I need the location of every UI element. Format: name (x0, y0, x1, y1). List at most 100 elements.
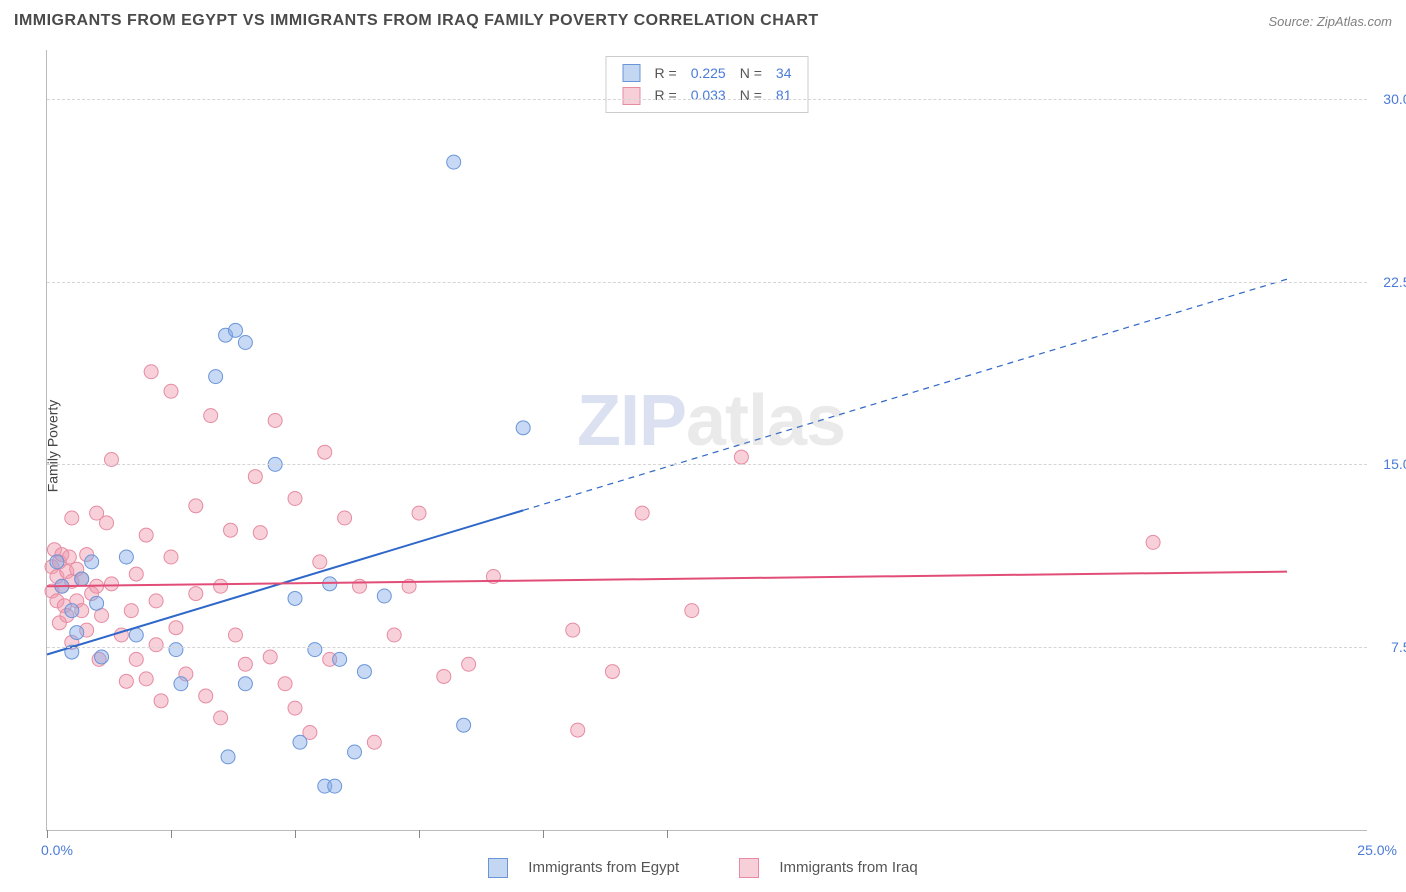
scatter-point (437, 669, 451, 683)
scatter-point (352, 579, 366, 593)
scatter-point (65, 604, 79, 618)
scatter-point (288, 591, 302, 605)
y-tick-label: 30.0% (1383, 91, 1406, 107)
scatter-point (50, 555, 64, 569)
x-tick (543, 830, 544, 838)
scatter-point (338, 511, 352, 525)
trend-line-dashed (523, 279, 1287, 510)
scatter-point (209, 370, 223, 384)
scatter-point (129, 567, 143, 581)
y-tick-label: 15.0% (1383, 456, 1406, 472)
scatter-point (124, 604, 138, 618)
scatter-point (149, 594, 163, 608)
scatter-point (199, 689, 213, 703)
scatter-point (189, 499, 203, 513)
bottom-legend: Immigrants from Egypt Immigrants from Ir… (0, 858, 1406, 878)
scatter-point (238, 336, 252, 350)
scatter-point (100, 516, 114, 530)
scatter-point (288, 701, 302, 715)
scatter-point (367, 735, 381, 749)
scatter-point (169, 643, 183, 657)
scatter-point (605, 665, 619, 679)
scatter-point (238, 657, 252, 671)
y-tick-label: 7.5% (1391, 639, 1406, 655)
legend-entry-egypt: Immigrants from Egypt (474, 859, 697, 876)
scatter-point (214, 579, 228, 593)
scatter-point (144, 365, 158, 379)
scatter-point (387, 628, 401, 642)
y-tick-label: 22.5% (1383, 274, 1406, 290)
plot-area: ZIPatlas R =0.225N =34R =0.033N =81 7.5%… (46, 50, 1367, 831)
scatter-point (214, 711, 228, 725)
scatter-point (174, 677, 188, 691)
scatter-point (377, 589, 391, 603)
scatter-point (129, 628, 143, 642)
scatter-point (95, 650, 109, 664)
scatter-point (278, 677, 292, 691)
scatter-point (139, 528, 153, 542)
x-tick (419, 830, 420, 838)
scatter-point (288, 492, 302, 506)
scatter-point (85, 555, 99, 569)
scatter-point (224, 523, 238, 537)
scatter-point (516, 421, 530, 435)
gridline (47, 282, 1367, 283)
scatter-point (308, 643, 322, 657)
scatter-point (328, 779, 342, 793)
scatter-point (1146, 535, 1160, 549)
scatter-point (248, 470, 262, 484)
scatter-point (228, 628, 242, 642)
scatter-point (228, 323, 242, 337)
scatter-point (129, 652, 143, 666)
scatter-point (70, 626, 84, 640)
scatter-point (293, 735, 307, 749)
scatter-point (268, 414, 282, 428)
x-tick (295, 830, 296, 838)
scatter-point (119, 550, 133, 564)
stats-row: R =0.033N =81 (617, 85, 798, 105)
scatter-point (566, 623, 580, 637)
scatter-point (119, 674, 133, 688)
x-axis-max-label: 25.0% (1357, 842, 1397, 858)
scatter-point (75, 572, 89, 586)
scatter-point (457, 718, 471, 732)
scatter-point (263, 650, 277, 664)
scatter-point (357, 665, 371, 679)
source-attribution: Source: ZipAtlas.com (1268, 14, 1392, 29)
x-axis-min-label: 0.0% (41, 842, 73, 858)
gridline (47, 464, 1367, 465)
scatter-point (164, 384, 178, 398)
x-tick (667, 830, 668, 838)
scatter-point (238, 677, 252, 691)
scatter-point (348, 745, 362, 759)
scatter-point (447, 155, 461, 169)
scatter-point (333, 652, 347, 666)
scatter-point (685, 604, 699, 618)
scatter-point (65, 511, 79, 525)
scatter-point (313, 555, 327, 569)
scatter-point (90, 596, 104, 610)
gridline (47, 99, 1367, 100)
stats-row: R =0.225N =34 (617, 63, 798, 83)
scatter-point (204, 409, 218, 423)
scatter-point (635, 506, 649, 520)
scatter-point (164, 550, 178, 564)
x-tick (47, 830, 48, 838)
scatter-point (221, 750, 235, 764)
chart-title: IMMIGRANTS FROM EGYPT VS IMMIGRANTS FROM… (14, 12, 819, 30)
scatter-point (318, 445, 332, 459)
scatter-point (169, 621, 183, 635)
scatter-point (149, 638, 163, 652)
scatter-point (189, 587, 203, 601)
trend-line-solid (47, 572, 1287, 587)
x-tick (171, 830, 172, 838)
gridline (47, 647, 1367, 648)
scatter-point (412, 506, 426, 520)
scatter-point (734, 450, 748, 464)
scatter-point (253, 526, 267, 540)
scatter-svg (47, 50, 1367, 830)
legend-entry-iraq: Immigrants from Iraq (725, 859, 931, 876)
scatter-point (462, 657, 476, 671)
scatter-point (571, 723, 585, 737)
stats-legend: R =0.225N =34R =0.033N =81 (606, 56, 809, 113)
